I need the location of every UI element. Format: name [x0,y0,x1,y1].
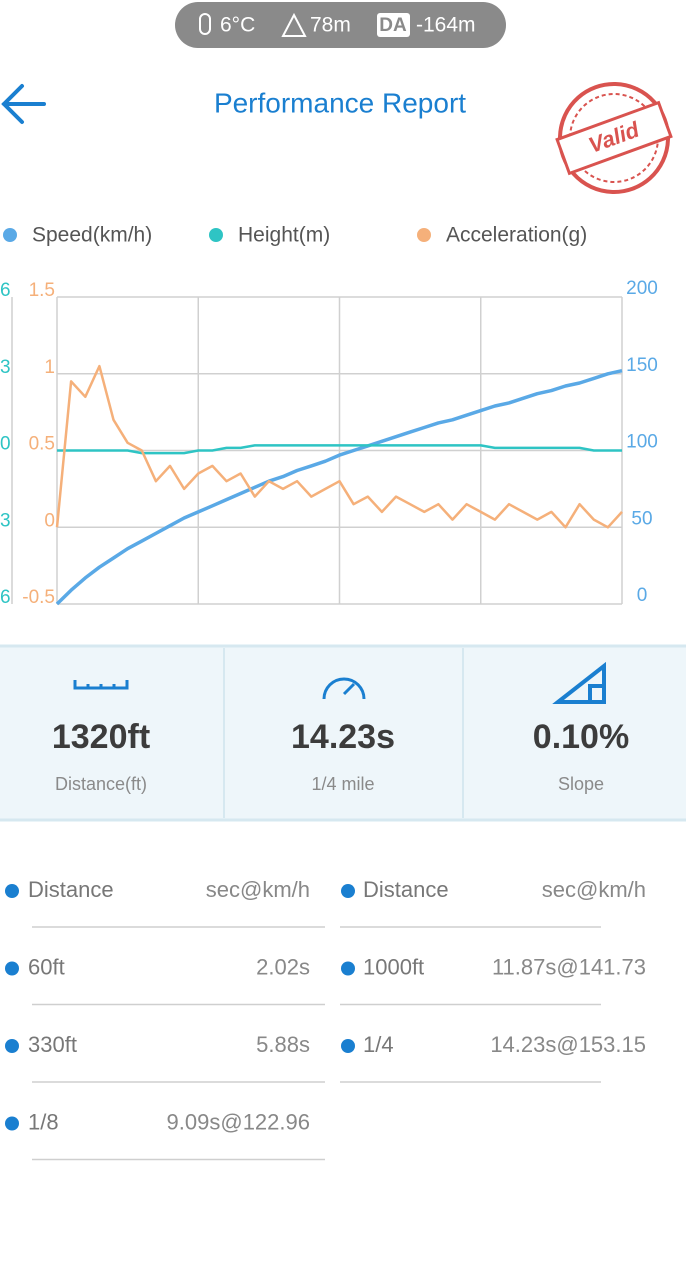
y3-tick-label: 3 [0,357,11,378]
gauge-needle [342,682,356,696]
row-label: 1/8 [28,1109,59,1134]
stat-value: 0.10% [533,718,629,756]
y3-tick-label: 6 [0,280,11,301]
stat-label: Distance(ft) [55,774,147,794]
status-pill [175,2,506,48]
series-line [57,444,622,455]
temperature: 6°C [220,14,255,37]
da-badge: DA [379,15,407,36]
y2-tick-label: 50 [631,508,652,529]
ruler-icon [73,680,129,690]
y-tick-label: -0.5 [22,587,55,608]
y2-tick-label: 150 [626,355,658,376]
row-label: 1/4 [363,1032,394,1057]
y-tick-label: 1.5 [29,280,55,301]
legend-label: Height(m) [238,224,330,247]
row-dot [5,1039,19,1053]
thermo-icon [199,13,211,35]
stat-label: Slope [558,774,604,794]
legend-marker [3,228,17,242]
row-label: 60ft [28,954,65,979]
back-button[interactable] [1,84,46,124]
valid-stamp: Valid [555,82,673,194]
row-value: sec@km/h [206,877,310,902]
row-value: 9.09s@122.96 [167,1109,310,1134]
stat-value: 14.23s [291,718,395,756]
chart: Speed(km/h) Height(m) Acceleration(g) -0.5 0… [0,224,658,608]
row-label: Distance [28,877,114,902]
row-dot [341,1039,355,1053]
legend-marker [209,228,223,242]
y-tick-label: 1 [44,357,55,378]
legend-label: Speed(km/h) [32,224,152,247]
slope-icon [552,661,606,704]
row-dot [5,884,19,898]
gauge-icon [322,677,366,700]
y-tick-label: 0.5 [29,434,55,455]
row-label: 330ft [28,1032,77,1057]
row-label: 1000ft [363,954,424,979]
row-dot [341,961,355,976]
row-dot [341,884,355,898]
row-dot [5,961,19,976]
stat-label: 1/4 mile [311,774,374,794]
row-value: 14.23s@153.15 [490,1032,646,1057]
series-line [55,364,623,529]
mountain-icon [281,12,307,37]
density-altitude: -164m [416,14,476,37]
stat-value: 1320ft [52,718,150,756]
splits-table: Distance sec@km/h 60ft 2.02s 330ft 5.88s 1/8 9.… [5,877,646,1161]
y-tick-label: 0 [44,510,55,531]
legend-label: Acceleration(g) [446,224,587,247]
altitude: 78m [310,14,351,37]
page-title: Performance Report [214,87,466,118]
y2-tick-label: 0 [637,585,648,606]
da-badge-bg [377,13,410,37]
legend-marker [417,228,431,242]
row-dot [5,1116,19,1131]
row-value: sec@km/h [542,877,646,902]
y3-tick-label: 6 [0,587,11,608]
row-value: 2.02s [256,954,310,979]
y2-tick-label: 100 [626,432,658,453]
row-label: Distance [363,877,449,902]
row-value: 5.88s [256,1032,310,1057]
y3-tick-label: 0 [0,434,11,455]
series-line [55,368,623,606]
y3-tick-label: 3 [0,510,11,531]
stats-band [0,645,686,821]
row-value: 11.87s@141.73 [492,954,646,979]
y2-tick-label: 200 [626,278,658,299]
